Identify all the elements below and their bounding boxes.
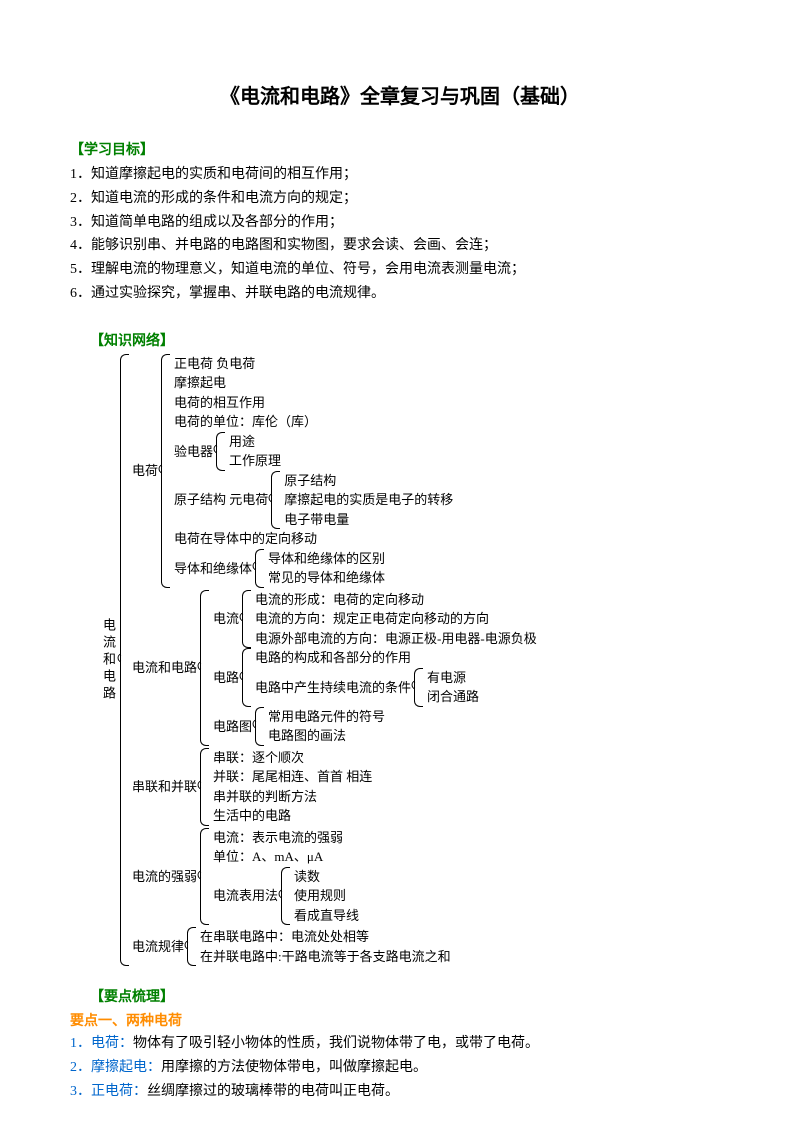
node-strength: 电流的强弱 电流：表示电流的强弱 单位：A、mA、μA 电流表用法 读数 使用规… [132, 828, 537, 926]
label-atom: 原子结构 元电荷 [174, 490, 268, 510]
leaf: 使用规则 [294, 886, 359, 906]
knowledge-header: 【知识网络】 [90, 330, 730, 350]
keypoints-section: 【要点梳理】 要点一、两种电荷 1．电荷：物体有了吸引轻小物体的性质，我们说物体… [70, 986, 730, 1103]
kp-term: 正电荷： [91, 1084, 147, 1099]
objective-item: 2．知道电流的形成的条件和电流方向的规定； [70, 187, 730, 211]
kp-num: 2． [70, 1060, 91, 1075]
leaf: 电流的方向：规定正电荷定向移动的方向 [255, 609, 537, 629]
kp-term: 摩擦起电： [91, 1060, 161, 1075]
node-circuit: 电流和电路 电流 电流的形成：电荷的定向移动 电流的方向：规定正电荷定向移动的方… [132, 590, 537, 746]
leaf: 摩擦起电的实质是电子的转移 [284, 490, 453, 510]
kp-text: 用摩擦的方法使物体带电，叫做摩擦起电。 [161, 1060, 427, 1075]
label-usage: 电流表用法 [213, 886, 278, 906]
leaf: 导体和绝缘体的区别 [268, 549, 385, 569]
leaf: 电路图的画法 [268, 726, 385, 746]
leaf: 摩擦起电 [174, 373, 453, 393]
node-rule: 电流规律 在串联电路中：电流处处相等 在并联电路中:干路电流等于各支路电流之和 [132, 927, 537, 966]
leaf: 电流的形成：电荷的定向移动 [255, 590, 537, 610]
knowledge-diagram: 电流和电路 电荷 正电荷 负电荷 摩擦起电 电荷的相互作用 电荷的单位：库伦（库… [100, 354, 730, 967]
objectives-header: 【学习目标】 [70, 139, 730, 159]
node-series: 串联和并联 串联：逐个顺次 并联：尾尾相连、首首 相连 串并联的判断方法 生活中… [132, 748, 537, 826]
label-circ: 电路 [213, 668, 239, 688]
objective-item: 1．知道摩擦起电的实质和电荷间的相互作用； [70, 163, 730, 187]
keypoint-item: 2．摩擦起电：用摩擦的方法使物体带电，叫做摩擦起电。 [70, 1056, 730, 1080]
leaf: 电流：表示电流的强弱 [213, 828, 359, 848]
leaf: 电源外部电流的方向：电源正极-用电器-电源负极 [255, 629, 537, 649]
label-diag: 电路图 [213, 717, 252, 737]
kp-num: 1． [70, 1036, 91, 1051]
leaf: 电荷的单位：库伦（库） [174, 412, 453, 432]
leaf: 工作原理 [229, 451, 281, 471]
label-rule: 电流规律 [132, 937, 184, 957]
objectives-section: 【学习目标】 1．知道摩擦起电的实质和电荷间的相互作用； 2．知道电流的形成的条… [70, 139, 730, 306]
leaf: 原子结构 [284, 471, 453, 491]
leaf: 用途 [229, 432, 281, 452]
leaf: 电路中产生持续电流的条件 [255, 678, 411, 698]
objective-item: 4．能够识别串、并电路的电路图和实物图，要求会读、会画、会连； [70, 234, 730, 258]
diagram-root: 电流和电路 [100, 618, 118, 703]
objective-item: 5．理解电流的物理意义，知道电流的单位、符号，会用电流表测量电流； [70, 258, 730, 282]
page-title: 《电流和电路》全章复习与巩固（基础） [70, 80, 730, 109]
leaf: 电荷在导体中的定向移动 [174, 529, 453, 549]
label-current: 电流 [213, 609, 239, 629]
keypoint-item: 1．电荷：物体有了吸引轻小物体的性质，我们说物体带了电，或带了电荷。 [70, 1032, 730, 1056]
kp-num: 3． [70, 1084, 91, 1099]
leaf: 正电荷 负电荷 [174, 354, 453, 374]
label-tester: 验电器 [174, 442, 213, 462]
leaf: 有电源 [427, 668, 479, 688]
kp-text: 丝绸摩擦过的玻璃棒带的电荷叫正电荷。 [147, 1084, 399, 1099]
leaf: 电子带电量 [284, 510, 453, 530]
node-charge: 电荷 正电荷 负电荷 摩擦起电 电荷的相互作用 电荷的单位：库伦（库） 验电器 … [132, 354, 537, 588]
leaf: 在并联电路中:干路电流等于各支路电流之和 [200, 947, 451, 967]
label-charge: 电荷 [132, 461, 158, 481]
leaf: 看成直导线 [294, 906, 359, 926]
knowledge-network-section: 【知识网络】 电流和电路 电荷 正电荷 负电荷 摩擦起电 电荷的相互作用 电荷的… [70, 330, 730, 967]
label-strength: 电流的强弱 [132, 867, 197, 887]
keypoint-item: 3．正电荷：丝绸摩擦过的玻璃棒带的电荷叫正电荷。 [70, 1080, 730, 1104]
leaf: 电荷的相互作用 [174, 393, 453, 413]
label-circuit: 电流和电路 [132, 658, 197, 678]
leaf: 串联：逐个顺次 [213, 748, 372, 768]
label-conductor: 导体和绝缘体 [174, 559, 252, 579]
leaf: 电路的构成和各部分的作用 [255, 648, 479, 668]
label-series: 串联和并联 [132, 777, 197, 797]
leaf: 闭合通路 [427, 687, 479, 707]
leaf: 并联：尾尾相连、首首 相连 [213, 767, 372, 787]
objective-item: 3．知道简单电路的组成以及各部分的作用； [70, 211, 730, 235]
keypoints-subheader: 要点一、两种电荷 [70, 1010, 730, 1030]
leaf: 读数 [294, 867, 359, 887]
leaf: 常用电路元件的符号 [268, 707, 385, 727]
leaf: 在串联电路中：电流处处相等 [200, 927, 451, 947]
kp-text: 物体有了吸引轻小物体的性质，我们说物体带了电，或带了电荷。 [133, 1036, 539, 1051]
leaf: 串并联的判断方法 [213, 787, 372, 807]
kp-term: 电荷： [91, 1036, 133, 1051]
leaf: 生活中的电路 [213, 806, 372, 826]
objective-item: 6．通过实验探究，掌握串、并联电路的电流规律。 [70, 282, 730, 306]
leaf: 单位：A、mA、μA [213, 847, 359, 867]
keypoints-header: 【要点梳理】 [90, 986, 730, 1006]
leaf: 常见的导体和绝缘体 [268, 568, 385, 588]
